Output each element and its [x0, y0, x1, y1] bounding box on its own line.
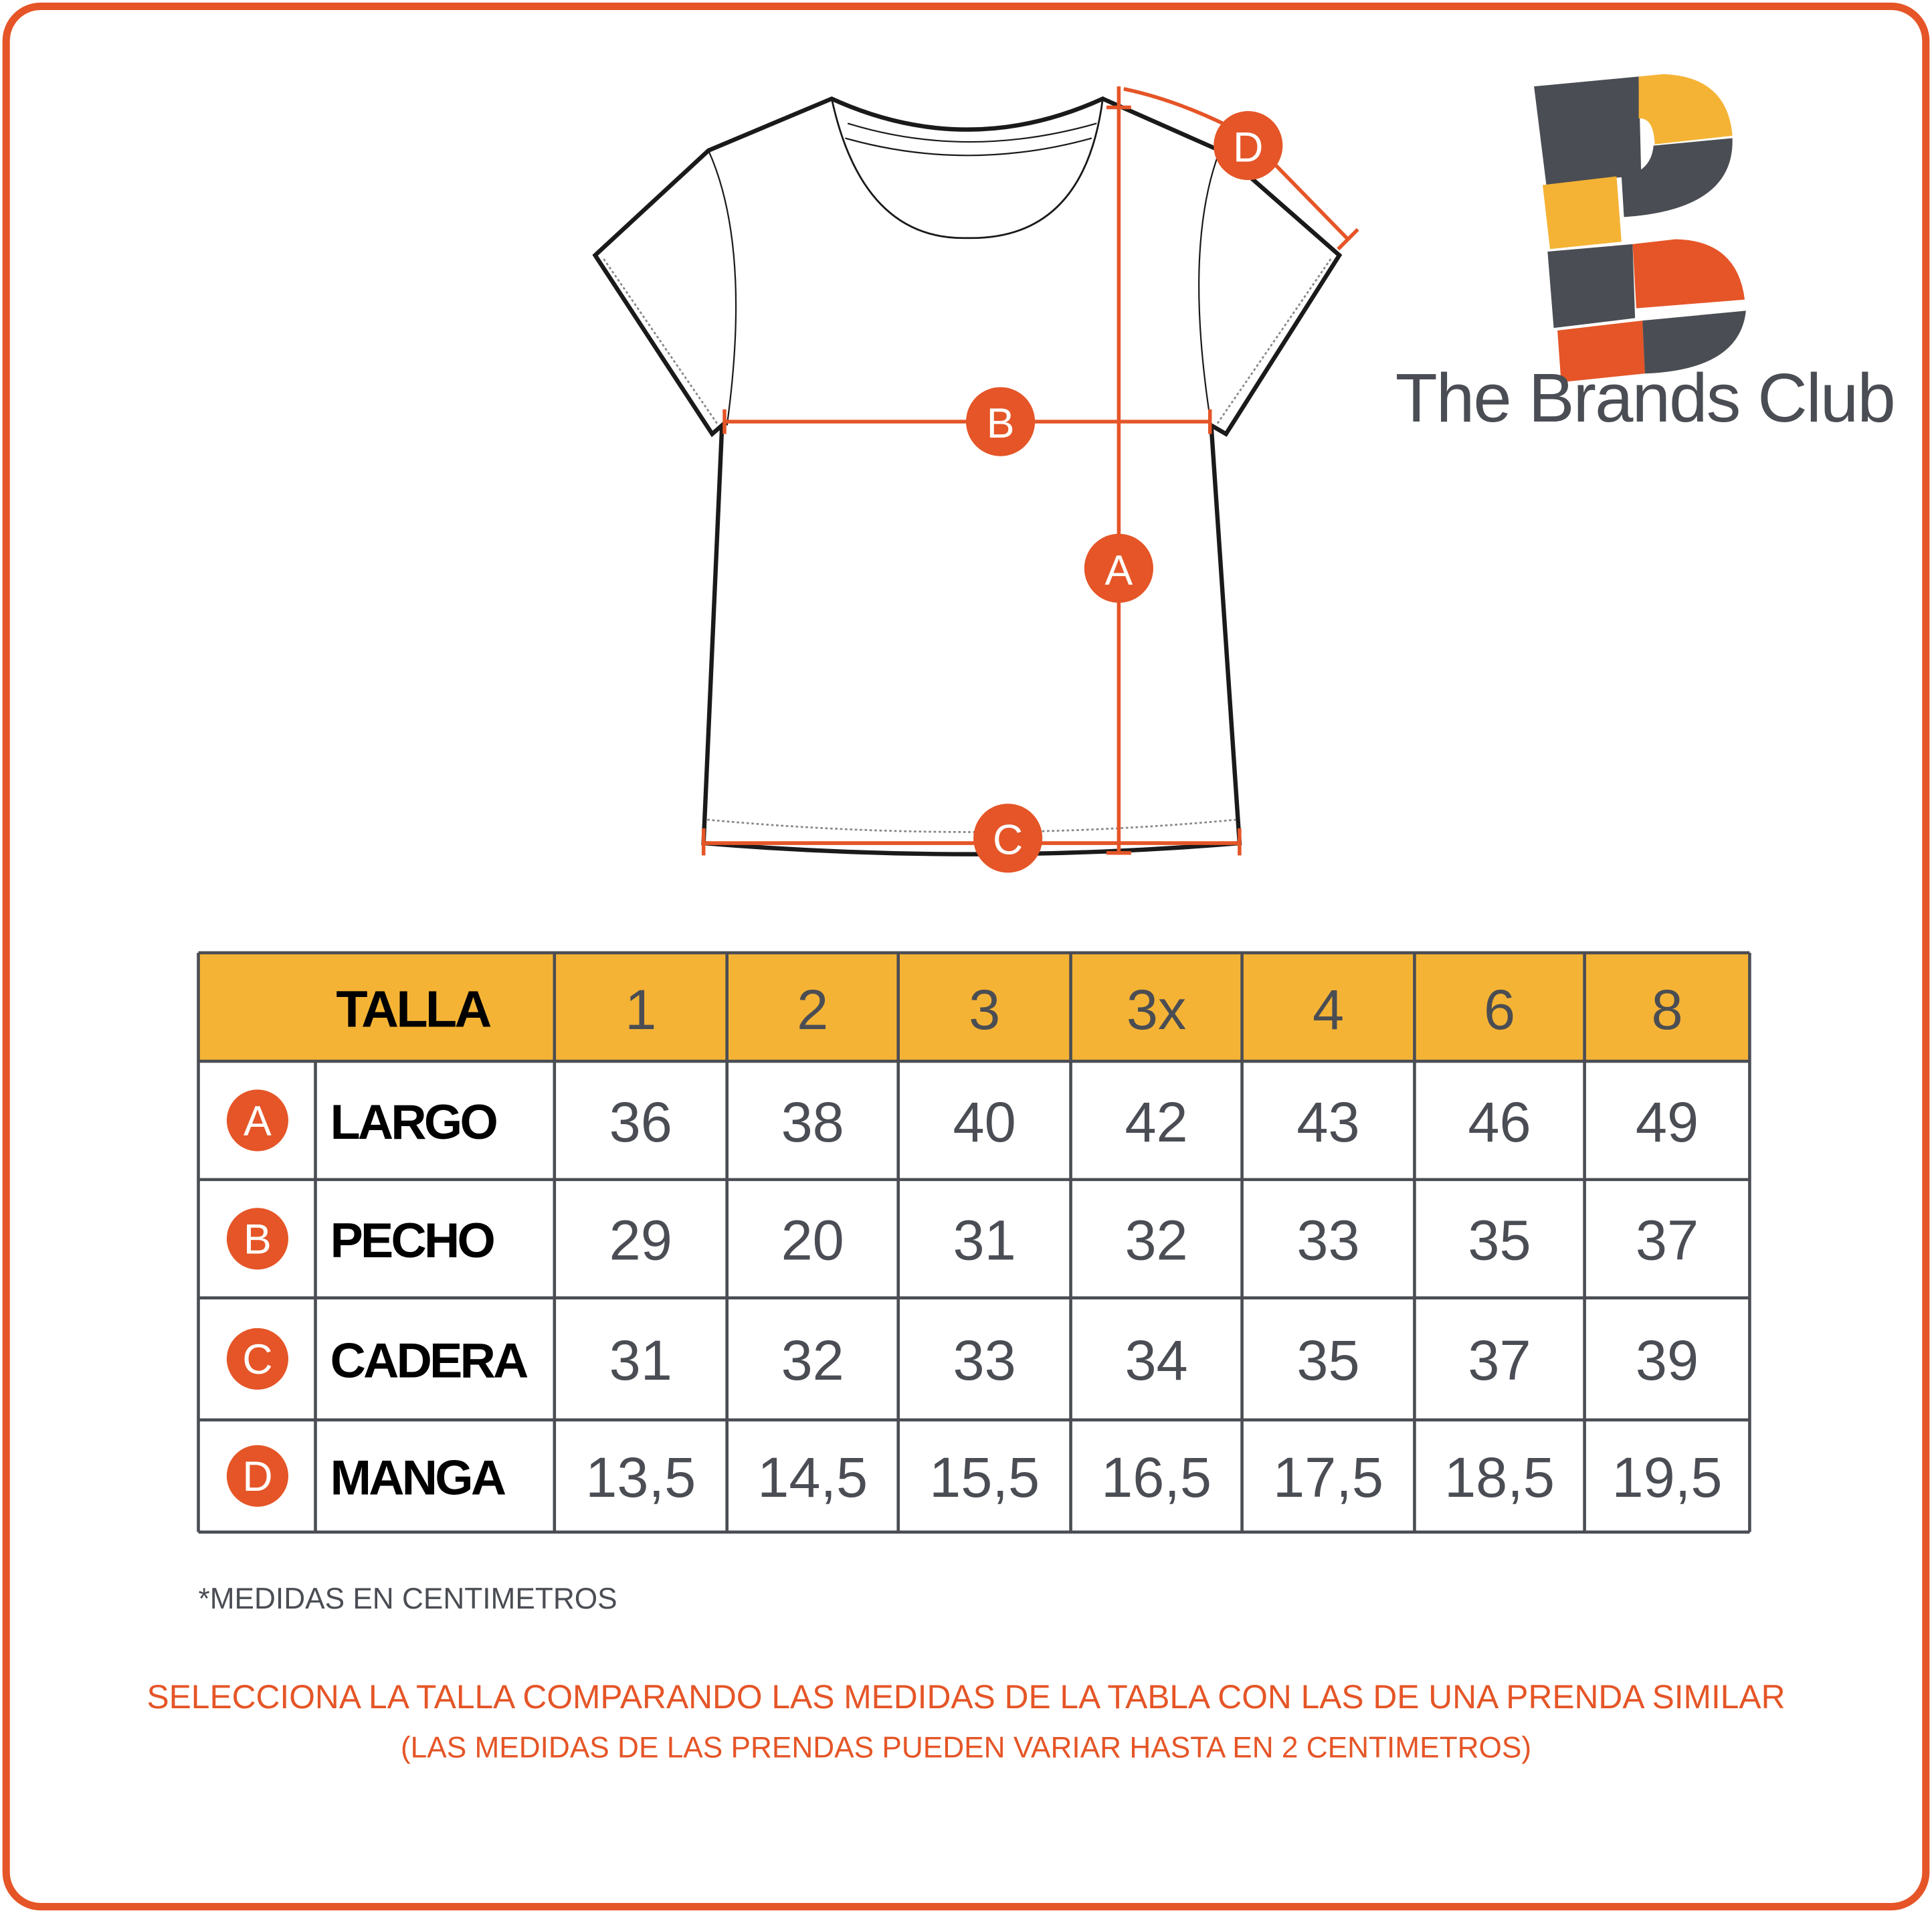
- table-cell: 33: [953, 1328, 1016, 1392]
- header-size: 8: [1651, 978, 1682, 1041]
- table-cell: 13,5: [585, 1445, 696, 1509]
- row-badge-letter: D: [242, 1453, 272, 1500]
- size-table: TALLA 1 2 3 3x 4 6 8A LARGO 36 38 40 42 43 46 49B PECHO 2…: [197, 951, 1751, 1534]
- table-cell: 42: [1125, 1090, 1187, 1154]
- table-cell: 29: [609, 1208, 672, 1272]
- table-cell: 33: [1296, 1208, 1359, 1272]
- collar-inner: [845, 122, 1097, 157]
- measurement-lines: [701, 86, 1359, 856]
- marker-a: A: [1084, 533, 1153, 603]
- right-sleeve-seam: [1198, 150, 1221, 426]
- svg-text:B: B: [987, 400, 1015, 447]
- brand-logo: The Brands Club: [1395, 74, 1896, 436]
- instruction-line-2: (LAS MEDIDAS DE LAS PRENDAS PUEDEN VARIA…: [401, 1732, 1531, 1764]
- row-badge: [226, 1445, 288, 1507]
- row-label: LARGO: [330, 1094, 497, 1150]
- table-cell: 49: [1636, 1090, 1699, 1154]
- marker-c: C: [973, 804, 1043, 873]
- row-label: MANGA: [330, 1449, 506, 1505]
- header-talla: TALLA: [336, 980, 490, 1038]
- header-size: 4: [1313, 978, 1344, 1041]
- table-cell: 34: [1125, 1328, 1187, 1392]
- row-badge-letter: A: [244, 1098, 272, 1145]
- tshirt-diagram: [592, 96, 1343, 856]
- stitching: [603, 258, 1332, 833]
- table-cell: 32: [781, 1328, 844, 1392]
- row-label: CADERA: [330, 1332, 528, 1388]
- table-cell: 17,5: [1273, 1445, 1383, 1509]
- table-cell: 36: [609, 1090, 672, 1154]
- table-cell: 15,5: [929, 1445, 1040, 1509]
- table-cell: 35: [1296, 1328, 1359, 1392]
- header-size: 6: [1484, 978, 1515, 1041]
- collar: [830, 98, 1104, 240]
- marker-d: D: [1214, 111, 1283, 181]
- table-cell: 35: [1468, 1208, 1531, 1272]
- row-badge: [226, 1089, 288, 1152]
- row-badge: [226, 1208, 288, 1270]
- tshirt-outline: [592, 96, 1343, 856]
- table-cell: 31: [609, 1328, 672, 1392]
- left-sleeve-seam: [708, 150, 737, 426]
- row-badge-letter: B: [244, 1216, 272, 1263]
- header-row: [198, 952, 1750, 1062]
- svg-text:C: C: [993, 817, 1023, 864]
- table-cell: 39: [1636, 1328, 1699, 1392]
- row-badge: [226, 1328, 288, 1390]
- table-cell: 37: [1468, 1328, 1531, 1392]
- instruction-line-1: SELECCIONA LA TALLA COMPARANDO LAS MEDID…: [147, 1678, 1785, 1716]
- table-cell: 37: [1636, 1208, 1699, 1272]
- table-cell: 14,5: [757, 1445, 868, 1509]
- table-cell: 20: [781, 1208, 844, 1272]
- row-badge-letter: C: [242, 1336, 272, 1383]
- svg-text:D: D: [1233, 124, 1263, 171]
- table-cell: 32: [1125, 1208, 1187, 1272]
- table-cell: 43: [1296, 1090, 1359, 1154]
- table-cell: 18,5: [1444, 1445, 1555, 1509]
- table-cell: 46: [1468, 1090, 1531, 1154]
- header-size: 2: [797, 978, 828, 1041]
- header-size: 1: [625, 978, 656, 1041]
- marker-b: B: [966, 387, 1036, 456]
- table-cell: 19,5: [1612, 1445, 1723, 1509]
- units-note: *MEDIDAS EN CENTIMETROS: [199, 1582, 617, 1615]
- header-size: 3: [969, 978, 1000, 1041]
- brand-name: The Brands Club: [1395, 359, 1895, 436]
- svg-text:A: A: [1105, 547, 1133, 594]
- table-cell: 40: [953, 1090, 1016, 1154]
- table-cell: 38: [781, 1090, 844, 1154]
- table-cell: 16,5: [1101, 1445, 1212, 1509]
- row-label: PECHO: [330, 1212, 494, 1268]
- table-cell: 31: [953, 1208, 1016, 1272]
- header-size: 3x: [1127, 978, 1186, 1041]
